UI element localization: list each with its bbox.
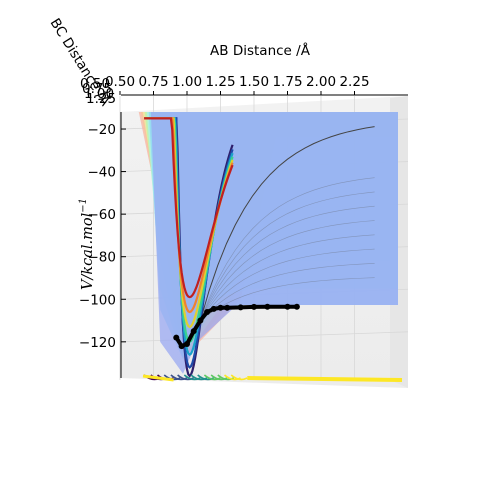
trajectory-point <box>251 303 257 310</box>
contour-line <box>247 376 403 382</box>
x-tick-label: 2.00 <box>306 74 336 90</box>
z-tick-label: −60 <box>88 207 117 223</box>
y-axis-title: BC Distance /Å <box>47 15 115 109</box>
trajectory-point <box>264 303 271 310</box>
y-tick-label: 0.50 <box>80 76 110 92</box>
z-axis-title-sup: −1 <box>78 198 89 213</box>
x-tick-label: 1.25 <box>205 74 235 90</box>
x-tick-label: 1.50 <box>239 74 269 90</box>
trajectory-point <box>217 304 224 311</box>
trajectory-point <box>184 340 190 347</box>
trajectory-point <box>178 343 185 350</box>
y-tick-label: 1.00 <box>84 86 114 102</box>
x-axis-ticks: 0.50 0.75 1.00 1.25 1.50 1.75 2.00 2.25 <box>105 74 370 95</box>
y-axis-ticks: 0.500.751.001.25 <box>80 76 116 107</box>
potential-surface <box>138 112 398 374</box>
x-tick-label: 0.50 <box>105 74 135 90</box>
trajectory-point <box>224 304 231 311</box>
trajectory-point <box>237 304 244 311</box>
contour-line <box>230 374 248 381</box>
contour-lines <box>142 374 403 382</box>
well-curve <box>144 117 234 299</box>
z-axis-title: V/kcal.mol−1 <box>78 198 96 290</box>
mesh-line <box>200 191 375 321</box>
y-tick-label: 0.75 <box>82 81 112 97</box>
trajectory-point <box>210 305 217 312</box>
y-tick-label: 1.25 <box>86 91 116 107</box>
mesh-line <box>200 177 375 321</box>
mesh-line <box>200 220 375 321</box>
x-tick-label: 1.00 <box>172 74 202 90</box>
z-tick-label: −100 <box>79 292 116 308</box>
mesh-line <box>200 205 375 321</box>
trajectory-point <box>190 328 197 335</box>
z-axis-title-main: V/kcal.mol <box>80 212 96 290</box>
mesh-line <box>200 234 375 321</box>
trajectory-path <box>173 303 300 350</box>
x-tick-label: 1.75 <box>272 74 302 90</box>
trajectory-point <box>197 317 204 324</box>
trajectory-point <box>204 309 211 316</box>
mesh-line <box>200 248 375 321</box>
z-tick-label: −40 <box>88 165 117 181</box>
mesh-line <box>200 277 375 321</box>
surface-ridge <box>199 126 375 321</box>
z-tick-label: −120 <box>79 335 116 351</box>
x-tick-label: 0.75 <box>138 74 168 90</box>
x-axis-title: AB Distance /Å <box>210 42 311 59</box>
z-tick-label: −80 <box>88 250 117 266</box>
trajectory-point <box>293 303 300 310</box>
contour-line <box>142 374 174 382</box>
z-axis-ticks: −20 −40 −60 −80 −100 −120 <box>79 122 126 351</box>
mesh-line <box>200 263 375 321</box>
trajectory-point <box>173 334 180 341</box>
z-tick-label: −20 <box>88 122 117 138</box>
trajectory-point <box>284 303 291 310</box>
x-tick-label: 2.25 <box>339 74 369 90</box>
